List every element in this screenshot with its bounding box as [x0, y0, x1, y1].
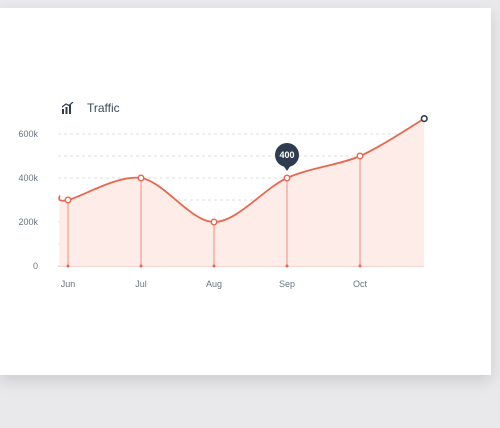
- area-fill: [59, 118, 425, 266]
- x-tick-label: Aug: [206, 279, 222, 289]
- x-tick-label: Jul: [135, 279, 147, 289]
- data-point: [283, 174, 291, 182]
- y-tick-label: 0: [33, 261, 38, 271]
- y-tick-label: 200k: [18, 217, 38, 227]
- end-point: [420, 114, 428, 123]
- axis-dot: [212, 264, 216, 268]
- x-tick-label: Sep: [279, 279, 295, 289]
- chart-header: Traffic: [62, 101, 120, 115]
- axis-dot: [285, 264, 289, 268]
- tooltip-pointer: [283, 165, 291, 171]
- tooltip-value: 400: [279, 150, 294, 160]
- data-point: [356, 152, 364, 160]
- data-point: [137, 174, 145, 182]
- axis-dot: [358, 264, 362, 268]
- tooltip-bubble: [275, 143, 299, 167]
- y-tick-label: 400k: [18, 173, 38, 183]
- axis-dot: [139, 264, 143, 268]
- y-tick-label: 600k: [18, 129, 38, 139]
- bar-chart-trend-icon: [62, 102, 74, 114]
- axis-dot: [66, 264, 70, 268]
- x-tick-label: Jun: [61, 279, 76, 289]
- data-point: [64, 196, 72, 204]
- chart-title: Traffic: [87, 101, 120, 115]
- x-tick-label: Oct: [353, 279, 368, 289]
- data-point: [210, 218, 218, 226]
